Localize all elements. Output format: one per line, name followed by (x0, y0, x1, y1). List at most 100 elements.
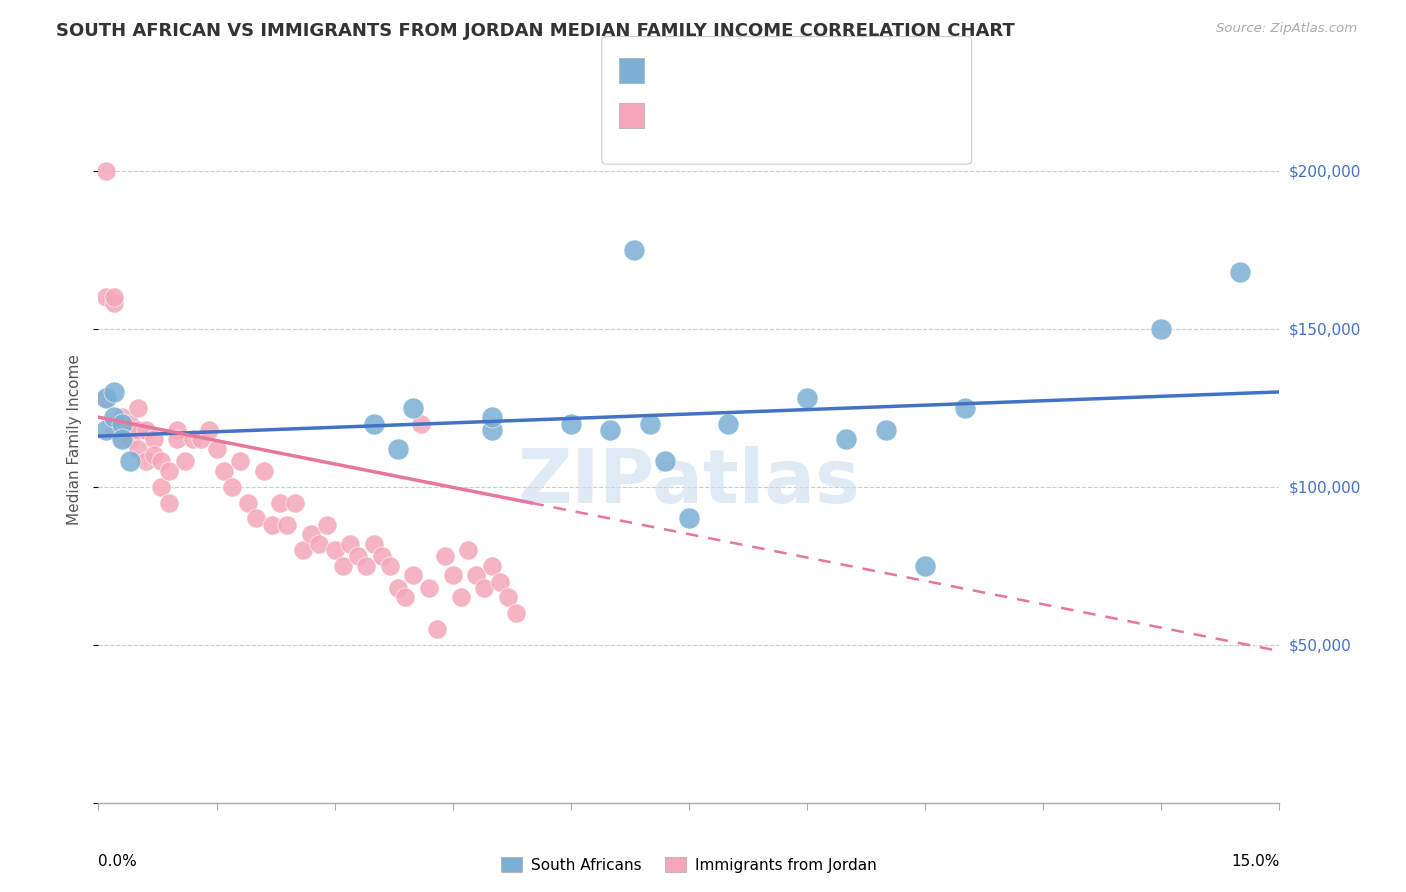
Point (450, 591, 472, 605)
Text: Source: ZipAtlas.com: Source: ZipAtlas.com (1216, 22, 1357, 36)
Point (111, 433, 134, 447)
Text: 0.136: 0.136 (710, 62, 758, 77)
Point (150, 454, 173, 468)
Point (678, 511, 700, 525)
Point (284, 495, 307, 509)
Point (363, 536, 385, 550)
Point (1229, 265, 1251, 279)
Point (111, 433, 134, 447)
Point (276, 517, 298, 532)
Point (339, 536, 361, 550)
Point (465, 568, 488, 582)
Point (111, 410, 134, 425)
Point (623, 243, 645, 257)
Text: ZIPatlas: ZIPatlas (517, 446, 860, 519)
Point (315, 517, 337, 532)
Point (96, 391, 118, 405)
Point (269, 495, 291, 509)
Point (253, 464, 276, 478)
Point (181, 433, 204, 447)
Point (111, 417, 134, 431)
Point (308, 536, 330, 550)
Point (481, 558, 503, 573)
Point (205, 442, 228, 456)
Point (875, 423, 897, 437)
Text: R =: R = (652, 107, 686, 121)
Point (717, 417, 740, 431)
Point (411, 417, 433, 431)
Point (150, 480, 173, 494)
Point (96, 163, 118, 178)
Point (418, 581, 440, 595)
Point (236, 495, 259, 509)
Point (496, 591, 519, 605)
Point (387, 581, 409, 595)
Text: N =: N = (787, 107, 817, 121)
Point (402, 568, 425, 582)
Point (1150, 321, 1173, 335)
Point (354, 558, 377, 573)
Point (166, 423, 188, 437)
Point (260, 517, 283, 532)
Point (157, 464, 180, 478)
Text: 15.0%: 15.0% (1232, 854, 1279, 869)
Point (135, 423, 157, 437)
Point (472, 581, 495, 595)
Y-axis label: Median Family Income: Median Family Income (67, 354, 83, 524)
Point (197, 423, 219, 437)
Point (96, 391, 118, 405)
Text: R =: R = (652, 62, 686, 77)
Point (111, 423, 134, 437)
Point (127, 401, 149, 415)
Point (457, 543, 479, 558)
Point (505, 606, 527, 620)
Point (96, 290, 118, 304)
Point (953, 401, 976, 415)
Point (103, 423, 125, 437)
Point (142, 433, 165, 447)
Point (103, 290, 125, 304)
Point (481, 410, 503, 425)
Point (174, 454, 197, 468)
Point (221, 480, 243, 494)
Point (96, 423, 118, 437)
Point (394, 591, 416, 605)
Text: -0.213: -0.213 (710, 107, 765, 121)
Text: 0.0%: 0.0% (98, 854, 138, 869)
Point (599, 423, 621, 437)
Point (142, 448, 165, 462)
Point (127, 442, 149, 456)
Legend: South Africans, Immigrants from Jordan: South Africans, Immigrants from Jordan (495, 851, 883, 879)
Point (433, 549, 456, 564)
Point (654, 454, 676, 468)
Point (157, 495, 180, 509)
Point (638, 417, 661, 431)
Point (914, 558, 936, 573)
Point (371, 549, 394, 564)
Point (402, 401, 425, 415)
Point (560, 417, 582, 431)
Point (347, 549, 370, 564)
Point (245, 511, 267, 525)
Point (127, 423, 149, 437)
Point (387, 442, 409, 456)
Text: 67: 67 (837, 107, 858, 121)
Point (166, 433, 188, 447)
Point (332, 558, 354, 573)
Point (118, 417, 141, 431)
Point (363, 417, 385, 431)
Point (835, 433, 858, 447)
Point (118, 454, 141, 468)
Point (489, 574, 512, 589)
Point (323, 543, 346, 558)
Point (103, 384, 125, 399)
Text: 26: 26 (837, 62, 858, 77)
Point (190, 433, 212, 447)
Point (229, 454, 252, 468)
Text: SOUTH AFRICAN VS IMMIGRANTS FROM JORDAN MEDIAN FAMILY INCOME CORRELATION CHART: SOUTH AFRICAN VS IMMIGRANTS FROM JORDAN … (56, 22, 1015, 40)
Point (103, 296, 125, 310)
Point (299, 527, 322, 541)
Point (441, 568, 464, 582)
Point (118, 433, 141, 447)
Point (135, 454, 157, 468)
